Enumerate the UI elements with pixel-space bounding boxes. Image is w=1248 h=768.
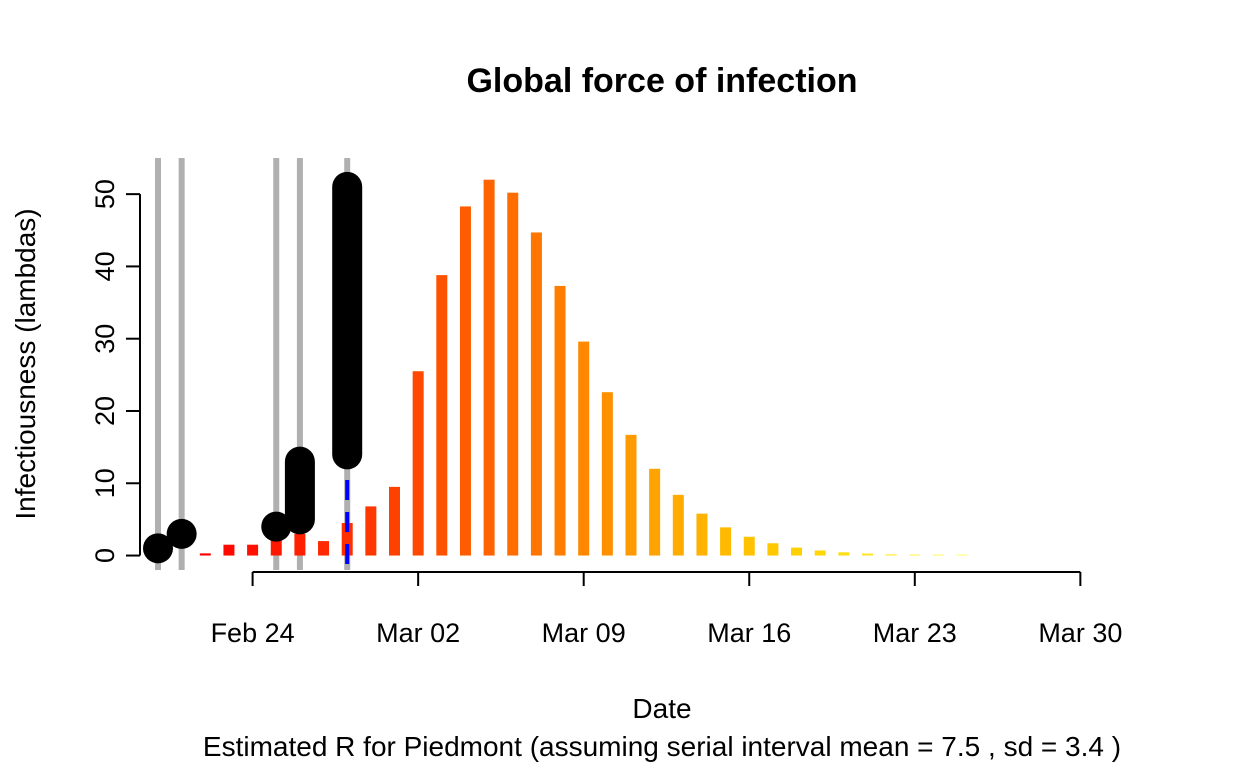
lambda-bar	[294, 533, 306, 556]
y-axis: 0 10 20 30 40 50	[90, 179, 141, 563]
lambda-bar	[767, 543, 779, 556]
y-tick-label: 50	[90, 179, 120, 209]
lambda-bar	[672, 494, 684, 556]
lambda-bar	[412, 371, 424, 556]
lambda-bar	[507, 192, 519, 556]
x-tick-label: Mar 23	[873, 618, 957, 648]
lambda-bar	[791, 547, 803, 556]
lambda-bar	[341, 523, 353, 556]
lambda-bar	[365, 506, 377, 556]
lambda-bar	[436, 275, 448, 556]
y-tick-label: 40	[90, 251, 120, 281]
lambda-bar	[862, 553, 873, 556]
lambda-bar	[247, 544, 259, 556]
x-tick-label: Feb 24	[211, 618, 295, 648]
x-axis: Feb 24 Mar 02 Mar 09 Mar 16 Mar 23 Mar 30	[211, 571, 1122, 648]
lambda-bar	[530, 232, 542, 556]
lambda-bar	[838, 552, 850, 556]
y-tick-label: 0	[90, 548, 120, 563]
y-tick-label: 20	[90, 396, 120, 426]
lambda-bar	[909, 554, 921, 556]
lambda-bar	[601, 392, 613, 556]
lambda-bar	[459, 206, 471, 556]
lambda-bar	[483, 179, 495, 556]
lambda-bar	[389, 486, 400, 556]
lambda-bar	[649, 468, 661, 556]
lambda-bar	[956, 554, 968, 556]
x-axis-label: Date	[632, 693, 691, 724]
lambda-bar	[554, 285, 566, 556]
lambda-bar	[932, 554, 944, 556]
lambda-bar	[885, 554, 897, 556]
lambda-bar	[814, 550, 826, 556]
observed-cases	[143, 171, 363, 564]
y-axis-label: Infectiousness (lambdas)	[10, 208, 41, 519]
lambda-bar	[625, 434, 637, 556]
x-tick-label: Mar 09	[542, 618, 626, 648]
lambda-bar	[199, 553, 211, 556]
lambda-bars	[199, 179, 968, 556]
lambda-bar	[223, 544, 235, 556]
lambda-bar	[696, 513, 708, 556]
y-tick-label: 10	[90, 468, 120, 498]
x-tick-label: Mar 30	[1038, 618, 1122, 648]
case-date-lines	[155, 158, 351, 570]
x-tick-label: Mar 16	[707, 618, 791, 648]
chart-title: Global force of infection	[466, 62, 857, 100]
lambda-bar	[270, 538, 282, 556]
lambda-bar	[743, 536, 755, 556]
lambda-bar	[318, 541, 330, 556]
y-tick-label: 30	[90, 324, 120, 354]
lambda-bar	[578, 341, 590, 556]
x-tick-label: Mar 02	[376, 618, 460, 648]
lambda-bar	[720, 527, 732, 556]
chart-subtitle: Estimated R for Piedmont (assuming seria…	[203, 731, 1121, 762]
